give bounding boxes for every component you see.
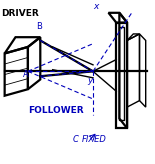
Text: A: A: [23, 71, 29, 80]
Text: FOLLOWER: FOLLOWER: [28, 106, 84, 115]
Text: B: B: [36, 22, 42, 31]
Text: y: y: [87, 76, 92, 85]
Text: FIXED: FIXED: [82, 135, 107, 144]
Text: C: C: [73, 135, 79, 144]
Text: DRIVER: DRIVER: [2, 9, 39, 18]
Text: x: x: [93, 2, 98, 11]
